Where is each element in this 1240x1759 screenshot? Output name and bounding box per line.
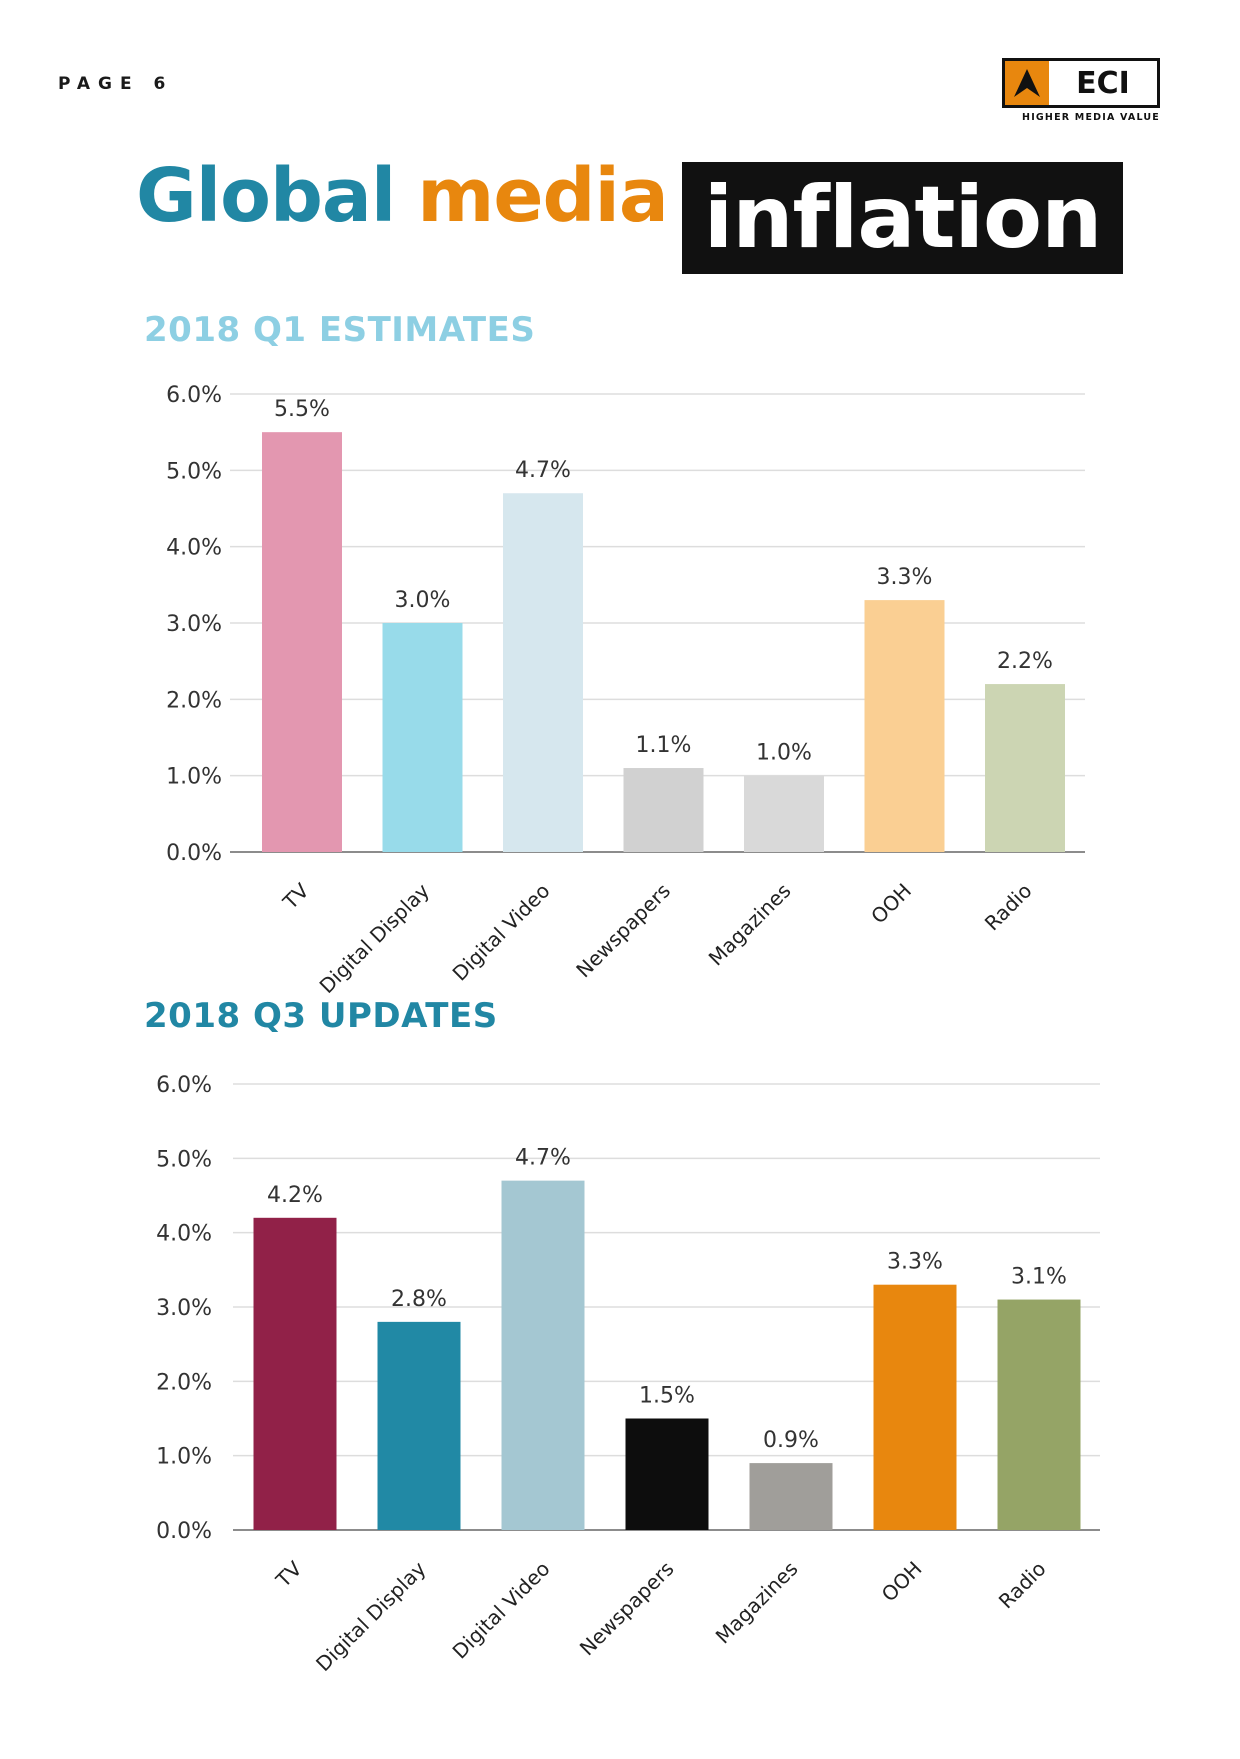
page-label: PAGE 6 [58,74,174,94]
y-tick-label: 5.0% [166,459,222,484]
chart-q1-estimates: 0.0% 1.0% 2.0% 3.0% 4.0% 5.0% 6.0% 5.5% TV 3.0% Di… [166,383,1085,998]
section-title-q1: 2018 Q1 ESTIMATES [144,310,536,350]
bar [744,775,824,852]
bar [864,600,945,852]
category-label: TV [278,878,314,914]
category-label: Digital Video [448,879,555,986]
data-label: 5.5% [274,397,330,422]
y-tick-label: 4.0% [166,536,222,561]
data-label: 0.9% [763,1428,819,1453]
category-label: Magazines [704,879,796,971]
category-label: Magazines [711,1557,803,1649]
bar [262,432,342,852]
category-label: OOH [866,879,916,929]
title-word-media: media [417,153,669,239]
y-tick-label: 3.0% [166,612,222,637]
logo-arrow-icon [1005,61,1049,105]
bar [873,1284,957,1530]
data-label: 4.7% [515,458,571,483]
data-label: 2.8% [391,1287,447,1312]
category-label: Newspapers [575,1557,679,1661]
logo-text: ECI [1076,65,1130,101]
logo-box: ECI [1002,58,1160,108]
section-title-q3: 2018 Q3 UPDATES [144,996,498,1036]
bar [749,1463,833,1530]
y-tick-label: 2.0% [156,1370,212,1395]
y-tick-label: 6.0% [156,1073,212,1098]
title-word-inflation: inflation [681,162,1124,274]
y-tick-label: 0.0% [166,841,222,866]
y-tick-label: 6.0% [166,383,222,408]
chart-q3-updates: 0.0% 1.0% 2.0% 3.0% 4.0% 5.0% 6.0% 4.2% TV 2.8% Di… [156,1073,1100,1676]
y-tick-label: 2.0% [166,688,222,713]
category-label: Digital Display [311,1556,431,1676]
category-label: OOH [877,1557,927,1607]
y-tick-label: 0.0% [156,1519,212,1544]
category-label: Newspapers [571,879,675,983]
bar [985,684,1065,852]
data-label: 3.3% [877,565,933,590]
data-label: 3.1% [1011,1265,1067,1290]
data-label: 2.2% [997,649,1053,674]
bar [382,623,463,852]
y-tick-label: 1.0% [166,765,222,790]
y-tick-label: 3.0% [156,1296,212,1321]
bar [253,1217,337,1530]
data-label: 1.1% [636,733,692,758]
data-label: 3.0% [395,588,451,613]
y-tick-label: 4.0% [156,1222,212,1247]
category-label: Digital Display [315,878,435,998]
bar [997,1299,1081,1530]
data-label: 1.5% [639,1384,695,1409]
data-label: 3.3% [887,1250,943,1275]
category-label: Radio [994,1557,1051,1614]
bar [625,1418,709,1530]
bar [377,1321,461,1530]
y-tick-label: 1.0% [156,1445,212,1470]
bar [503,493,583,852]
y-tick-label: 5.0% [156,1147,212,1172]
data-label: 4.2% [267,1183,323,1208]
title-word-global: Global [136,153,396,239]
logo-tagline: HIGHER MEDIA VALUE [1022,112,1160,123]
bar [623,768,704,852]
category-label: Digital Video [448,1557,555,1664]
page-title: Global media inflation [136,152,1124,282]
data-label: 1.0% [756,741,812,766]
eci-logo: ECI HIGHER MEDIA VALUE [1002,58,1160,123]
data-label: 4.7% [515,1146,571,1171]
category-label: Radio [980,879,1037,936]
category-label: TV [271,1556,307,1592]
bar [501,1180,585,1530]
